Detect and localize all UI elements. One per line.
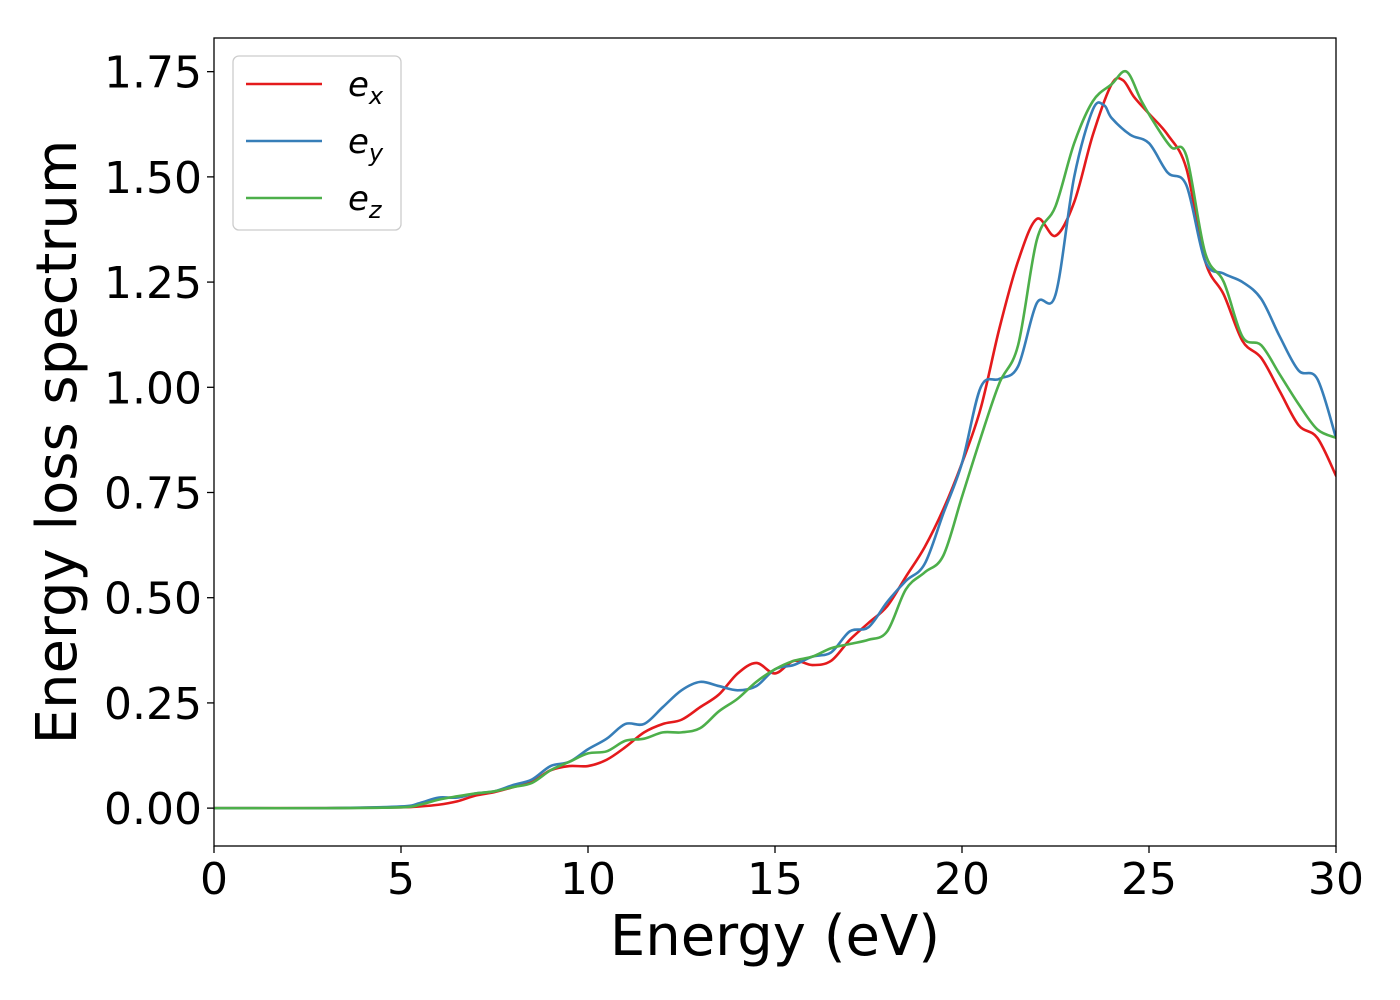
x-tick-label: 20 [934, 854, 990, 905]
x-tick-label: 15 [747, 854, 803, 905]
series-layer [214, 69, 1336, 810]
y-tick-label: 1.50 [104, 153, 202, 204]
y-axis-label: Energy loss spectrum [25, 140, 90, 745]
legend-label-subscript: z [368, 196, 383, 224]
legend-label-subscript: x [368, 82, 384, 110]
legend-label-y: ey [348, 122, 384, 167]
x-tick-label: 10 [560, 854, 616, 905]
y-tick-label: 0.25 [104, 679, 202, 730]
y-tick-label: 0.00 [104, 784, 202, 835]
x-axis: 0 5 10 15 20 25 30 [200, 846, 1364, 905]
y-tick-label: 1.25 [104, 258, 202, 309]
legend-label-base: e [348, 179, 369, 219]
y-tick-label: 0.50 [104, 574, 202, 625]
legend-box [232, 55, 402, 231]
legend-label-subscript: y [368, 139, 384, 167]
series-line-z [214, 69, 1336, 810]
y-tick-label: 0.75 [104, 469, 202, 520]
x-axis-label: Energy (eV) [610, 904, 940, 969]
legend-label-base: e [348, 122, 369, 162]
legend-label-x: ex [348, 65, 384, 110]
y-tick-label: 1.75 [104, 48, 202, 99]
y-axis: 0.00 0.25 0.50 0.75 1.00 1.25 1.50 1.75 [104, 48, 214, 835]
series-line-y [214, 101, 1336, 810]
legend-label-z: ez [348, 179, 383, 224]
legend-label-base: e [348, 65, 369, 105]
x-tick-label: 5 [387, 854, 415, 905]
x-tick-label: 30 [1308, 854, 1364, 905]
x-tick-label: 0 [200, 854, 228, 905]
y-tick-label: 1.00 [104, 363, 202, 414]
x-tick-label: 25 [1121, 854, 1177, 905]
